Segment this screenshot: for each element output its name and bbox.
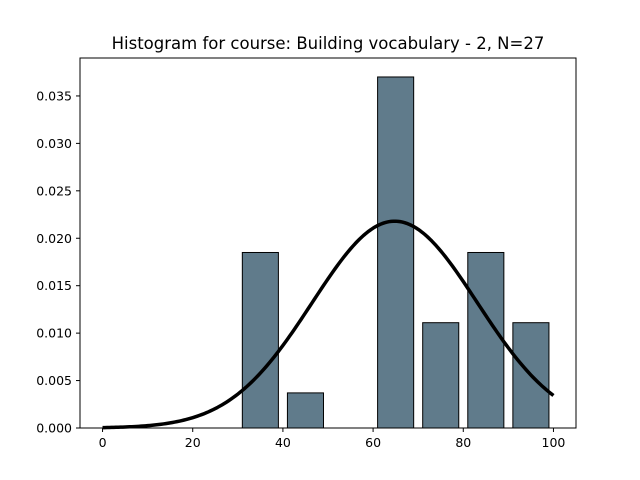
histogram-bar-3	[241, 251, 279, 429]
y-tick-label: 0.035	[36, 88, 72, 103]
y-tick-label: 0.015	[36, 278, 72, 293]
x-tick-label: 40	[275, 435, 291, 450]
y-tick-label: 0.030	[36, 136, 72, 151]
x-tick-label: 60	[365, 435, 381, 450]
chart-title: Histogram for course: Building vocabular…	[112, 34, 545, 53]
normal-curve	[102, 219, 555, 430]
x-tick-label: 20	[185, 435, 201, 450]
x-tick-label: 100	[542, 435, 566, 450]
x-tick-label: 0	[99, 435, 107, 450]
y-tick-label: 0.025	[36, 183, 72, 198]
x-tick-label: 80	[455, 435, 471, 450]
y-tick-label: 0.010	[36, 326, 72, 341]
bars-group	[241, 76, 550, 429]
y-tick-label: 0.000	[36, 421, 72, 436]
y-tick-label: 0.020	[36, 231, 72, 246]
y-axis: 0.000 0.005 0.010 0.015 0.020 0.025 0.030 0.035	[36, 88, 80, 436]
x-axis: 0 20 40 60 80 100	[99, 428, 566, 450]
histogram-bar-7	[422, 322, 460, 429]
plot-frame	[79, 57, 577, 429]
histogram-bar-4	[286, 392, 324, 429]
y-tick-label: 0.005	[36, 373, 72, 388]
histogram-bar-6	[377, 76, 415, 429]
histogram-bar-8	[467, 251, 505, 429]
